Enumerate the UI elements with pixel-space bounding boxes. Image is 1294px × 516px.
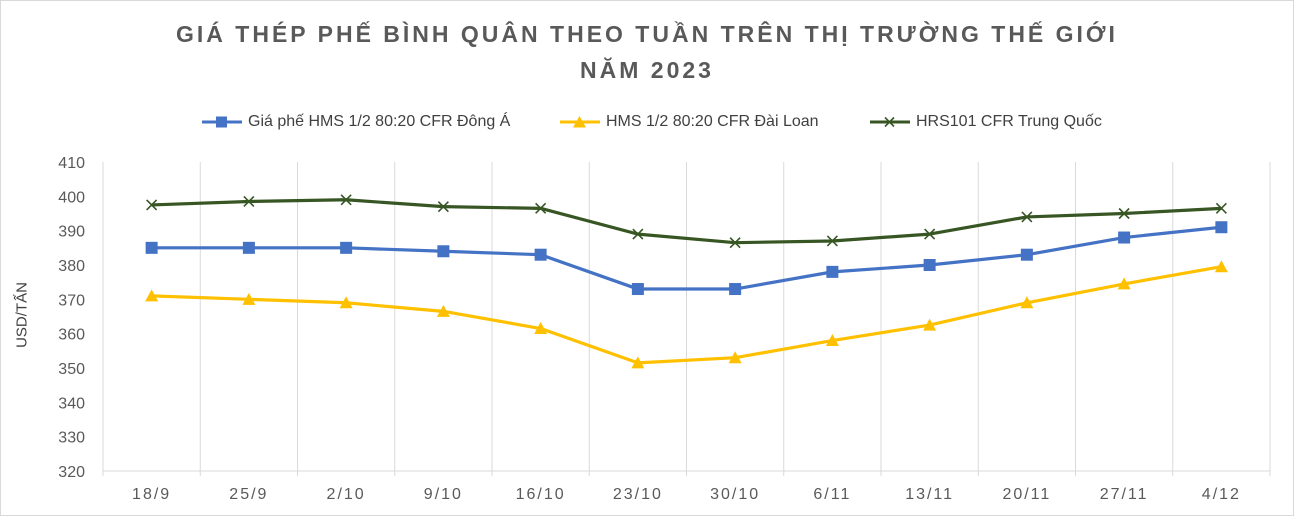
data-point-triangle (534, 322, 548, 335)
series-1 (145, 221, 1228, 296)
legend-marker-square-icon (202, 116, 242, 128)
series-layer (145, 194, 1228, 369)
data-point-x-stroke (146, 199, 158, 211)
data-point-x (437, 201, 449, 213)
data-point-triangle (728, 351, 742, 364)
data-point-x (1215, 202, 1227, 214)
series-line (151, 265, 1222, 365)
legend-item-taiwan: HMS 1/2 80:20 CFR Đài Loan (558, 108, 819, 136)
legend-marker-triangle-icon (560, 116, 600, 128)
y-tick-label: 320 (58, 464, 85, 481)
x-tick-label: 20/11 (1002, 486, 1051, 503)
y-tick-label: 330 (58, 430, 85, 447)
y-tick-label: 390 (58, 224, 85, 241)
data-point-square (534, 248, 547, 261)
y-tick-label: 340 (58, 395, 85, 412)
chart-title: GIÁ THÉP PHẾ BÌNH QUÂN THEO TUẦN TRÊN TH… (176, 21, 1118, 47)
data-point-x-stroke (632, 228, 644, 240)
data-point-triangle (145, 289, 159, 302)
legend-label: HRS101 CFR Trung Quốc (916, 113, 1102, 130)
x-tick-label: 25/9 (229, 486, 268, 503)
legend: Giá phế HMS 1/2 80:20 CFR Đông Á HMS 1/2… (0, 108, 1294, 136)
x-tick-label: 30/10 (710, 486, 760, 503)
series-line (151, 198, 1222, 245)
data-point-triangle (825, 334, 839, 347)
data-point-triangle (242, 292, 256, 305)
data-point-square (340, 241, 353, 254)
data-point-x-stroke (243, 195, 255, 208)
data-point-x (632, 228, 644, 240)
data-point-square (826, 265, 839, 278)
data-point-triangle (1117, 277, 1131, 290)
legend-item-east-asia: Giá phế HMS 1/2 80:20 CFR Đông Á (200, 108, 510, 136)
data-point-triangle (436, 304, 450, 317)
y-tick-label: 370 (58, 292, 85, 309)
data-point-square (437, 245, 450, 258)
legend-item-china: HRS101 CFR Trung Quốc (868, 108, 1102, 136)
y-tick-label: 350 (58, 361, 85, 378)
data-point-square (631, 283, 644, 296)
series-2 (145, 260, 1228, 369)
y-tick-label: 360 (58, 327, 85, 344)
x-tick-label: 23/10 (613, 486, 663, 503)
data-point-x (340, 194, 352, 206)
data-point-x-stroke (340, 194, 352, 206)
data-point-x-stroke (437, 201, 449, 213)
legend-label: HMS 1/2 80:20 CFR Đài Loan (606, 113, 819, 130)
x-tick-label: 9/10 (424, 486, 463, 503)
x-tick-label: 18/9 (132, 486, 171, 503)
data-point-square (145, 241, 158, 254)
legend-marker-x-icon (870, 116, 910, 128)
data-point-x (243, 195, 255, 208)
data-point-x (729, 237, 741, 249)
data-point-x-stroke (535, 202, 547, 214)
x-tick-label: 4/12 (1202, 486, 1241, 503)
data-point-triangle (1214, 260, 1228, 273)
x-tick-label: 16/10 (516, 486, 566, 503)
series-3 (146, 194, 1227, 249)
chart-subtitle: NĂM 2023 (580, 57, 714, 83)
data-point-x (924, 228, 936, 240)
data-point-square (242, 241, 255, 254)
y-tick-label: 380 (58, 258, 85, 275)
data-point-square (1020, 248, 1033, 261)
y-tick-label: 400 (58, 189, 85, 206)
legend-label: Giá phế HMS 1/2 80:20 CFR Đông Á (248, 113, 511, 130)
x-tick-label: 2/10 (327, 486, 366, 503)
data-point-x-stroke (1215, 202, 1227, 214)
axes: 320 330 340 350 360 370 380 390 400 410 18/9 25/9 2/… (58, 155, 1271, 503)
data-point-triangle (339, 296, 353, 309)
y-tick-label: 410 (58, 155, 85, 172)
data-point-x-stroke (729, 237, 741, 249)
data-point-x (146, 199, 158, 211)
data-point-x-stroke (1021, 211, 1033, 223)
series-line (151, 225, 1222, 291)
data-point-x-stroke (1118, 207, 1130, 220)
data-point-x (826, 235, 838, 247)
x-tick-label: 6/11 (813, 486, 851, 503)
data-point-square (729, 283, 742, 296)
data-point-square (923, 259, 936, 271)
x-tick-label: 13/11 (905, 486, 954, 503)
data-point-x-stroke (826, 235, 838, 247)
data-point-square (1118, 231, 1131, 244)
data-point-x (1118, 207, 1130, 220)
data-point-triangle (631, 356, 645, 369)
x-tick-label: 27/11 (1100, 486, 1149, 503)
grid-lines (102, 162, 1271, 471)
data-point-square (1215, 221, 1228, 234)
data-point-x (1021, 211, 1033, 223)
data-point-x-stroke (924, 228, 936, 240)
data-point-x (535, 202, 547, 214)
data-point-triangle (923, 318, 937, 331)
data-point-triangle (1020, 296, 1034, 309)
